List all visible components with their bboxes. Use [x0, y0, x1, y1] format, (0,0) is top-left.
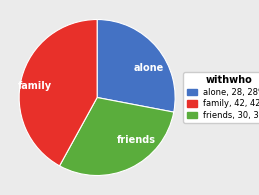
- Wedge shape: [60, 98, 174, 176]
- Legend: alone, 28, 28%, family, 42, 42%, friends, 30, 30%: alone, 28, 28%, family, 42, 42%, friends…: [183, 72, 259, 123]
- Text: family: family: [18, 81, 52, 91]
- Text: alone: alone: [133, 63, 163, 73]
- Wedge shape: [97, 20, 175, 112]
- Wedge shape: [19, 20, 97, 166]
- Text: friends: friends: [117, 135, 156, 145]
